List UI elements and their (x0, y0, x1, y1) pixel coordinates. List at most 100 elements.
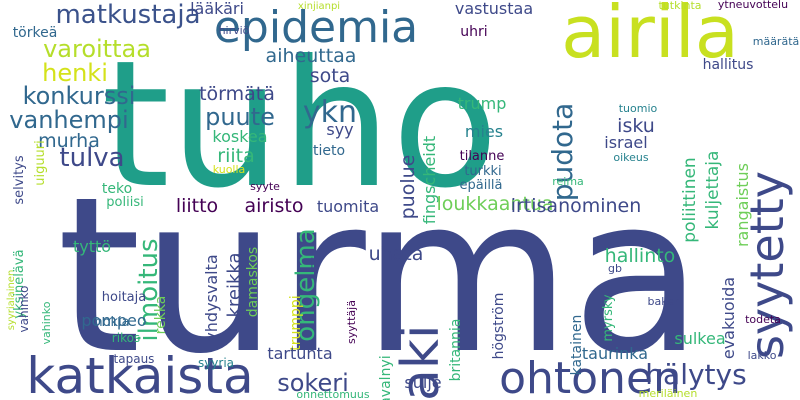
word-evakuoida: evakuoida (719, 277, 738, 359)
word-katainen: katainen (569, 315, 585, 376)
word-meriläinen: meriläinen (639, 387, 698, 400)
word-oikeus: oikeus (613, 151, 649, 164)
word-onnettomuus: onnettomuus (296, 388, 369, 400)
word-hoitaja: hoitaja (102, 290, 146, 305)
word-poliittinen: poliittinen (680, 157, 700, 242)
word-lakko: lakko (748, 349, 777, 362)
word-fingscheidt: fingscheidt (420, 136, 439, 224)
word-aiheuttaa: aiheuttaa (266, 45, 357, 67)
word-pudota: pudota (546, 103, 579, 202)
word-matkustaja: matkustaja (55, 0, 200, 30)
word-britannia: britannia (448, 319, 464, 382)
word-syyria: syyria (198, 356, 234, 370)
word-kuolla: kuolla (213, 163, 246, 176)
word-riita: riita (217, 145, 254, 167)
word-tieto: tieto (313, 143, 345, 159)
word-pompeo: pompeo (81, 311, 146, 330)
word-uiguuri: uiguuri (33, 140, 48, 186)
word-airila: airila (561, 0, 739, 74)
word-trump: trump (458, 94, 507, 113)
word-murha: murha (38, 130, 100, 152)
word-syytetty: syytetty (740, 171, 794, 359)
word-vastustaa: vastustaa (455, 0, 533, 18)
word-uhata: uhata (369, 243, 424, 265)
word-yhdysvalta: yhdysvalta (202, 254, 221, 341)
word-israel: israel (604, 133, 647, 152)
word-turma: turma (57, 150, 703, 400)
word-tuomio: tuomio (619, 102, 658, 115)
word-vahinko: vahinko (40, 301, 53, 344)
word-vahinko: vahinko (17, 286, 31, 333)
word-sulkea: sulkea (674, 329, 725, 348)
word-turkki: turkki (464, 164, 501, 179)
word-syyte: syyte (250, 180, 280, 193)
word-poliisi: poliisi (106, 195, 143, 210)
word-tutkinta: tutkinta (658, 0, 701, 12)
word-rangaistus: rangaistus (733, 163, 752, 247)
word-koskea: koskea (212, 127, 267, 146)
word-määrätä: määrätä (753, 35, 800, 48)
word-ongelma: ongelma (291, 228, 321, 341)
word-xinjianpi: xinjianpi (298, 1, 340, 12)
word-tapaus: tapaus (114, 352, 155, 366)
word-tilanne: tilanne (460, 149, 505, 164)
word-myrsky: myrsky (601, 294, 616, 342)
word-selvitys: selvitys (12, 155, 27, 204)
word-tyttö: tyttö (73, 237, 111, 256)
word-högström: högström (491, 293, 507, 360)
word-syy: syy (326, 120, 353, 139)
word-baker: baker (648, 295, 679, 308)
word-todeta: todeta (745, 313, 781, 326)
word-laki: laki (391, 325, 451, 400)
word-sota: sota (310, 65, 351, 87)
word-törkeä: törkeä (13, 25, 58, 41)
word-hallinto: hallinto (605, 245, 676, 267)
word-ytneuvottelu: ytneuvottelu (718, 0, 788, 11)
word-airisto: airisto (245, 195, 304, 217)
word-navalnyi: navalnyi (378, 355, 394, 400)
word-damaskos: damaskos (245, 247, 261, 317)
word-tuomita: tuomita (317, 197, 379, 216)
word-nokia: nokia (94, 315, 129, 330)
word-syyrialainen: syyrialainen (6, 270, 17, 331)
word-liitto: liitto (176, 195, 218, 217)
word-gb: gb (608, 262, 622, 275)
word-hirviö: hirviö (219, 24, 250, 37)
word-konkurssi: konkurssi (23, 82, 136, 110)
word-puolue: puolue (397, 155, 419, 220)
word-kuljettaja: kuljettaja (703, 151, 723, 230)
word-kreikka: kreikka (224, 252, 245, 317)
word-epidemia: epidemia (214, 2, 418, 53)
word-sulje: sulje (404, 373, 441, 392)
word-katkaista: katkaista (26, 347, 253, 400)
word-trumppi: trumppi (288, 295, 304, 350)
word-syyttäjä: syyttäjä (345, 300, 358, 344)
word-sokeri: sokeri (277, 369, 349, 397)
word-vanhempi: vanhempi (9, 106, 128, 134)
word-tulva: tulva (59, 143, 124, 173)
word-lääkäri: lääkäri (190, 0, 244, 18)
word-taurinka: taurinka (582, 344, 648, 363)
word-reima: reima (552, 175, 584, 188)
word-mies: mies (465, 122, 503, 141)
word-hälytys: hälytys (645, 358, 746, 391)
word-ykn: ykn (303, 95, 357, 130)
word-jf: jf (309, 256, 318, 270)
word-rikos: rikos (112, 331, 140, 345)
word-teko: teko (102, 181, 132, 197)
word-hallitus: hallitus (703, 57, 754, 73)
word-törmätä: törmätä (199, 83, 275, 105)
word-epäillä: epäillä (459, 178, 502, 193)
word-yksinelävä: yksinelävä (12, 249, 27, 318)
word-henki: henki (42, 59, 108, 87)
word-ilmoitus: ilmoitus (134, 238, 164, 341)
word-puute: puute (205, 103, 275, 131)
word-isku: isku (617, 115, 655, 137)
word-varoittaa: varoittaa (43, 35, 151, 63)
word-ohtonen: ohtonen (499, 353, 681, 400)
word-loukkaantua: loukkaantua (436, 193, 553, 215)
word-uhri: uhri (460, 24, 487, 40)
word-tuho: tuho (101, 24, 499, 227)
